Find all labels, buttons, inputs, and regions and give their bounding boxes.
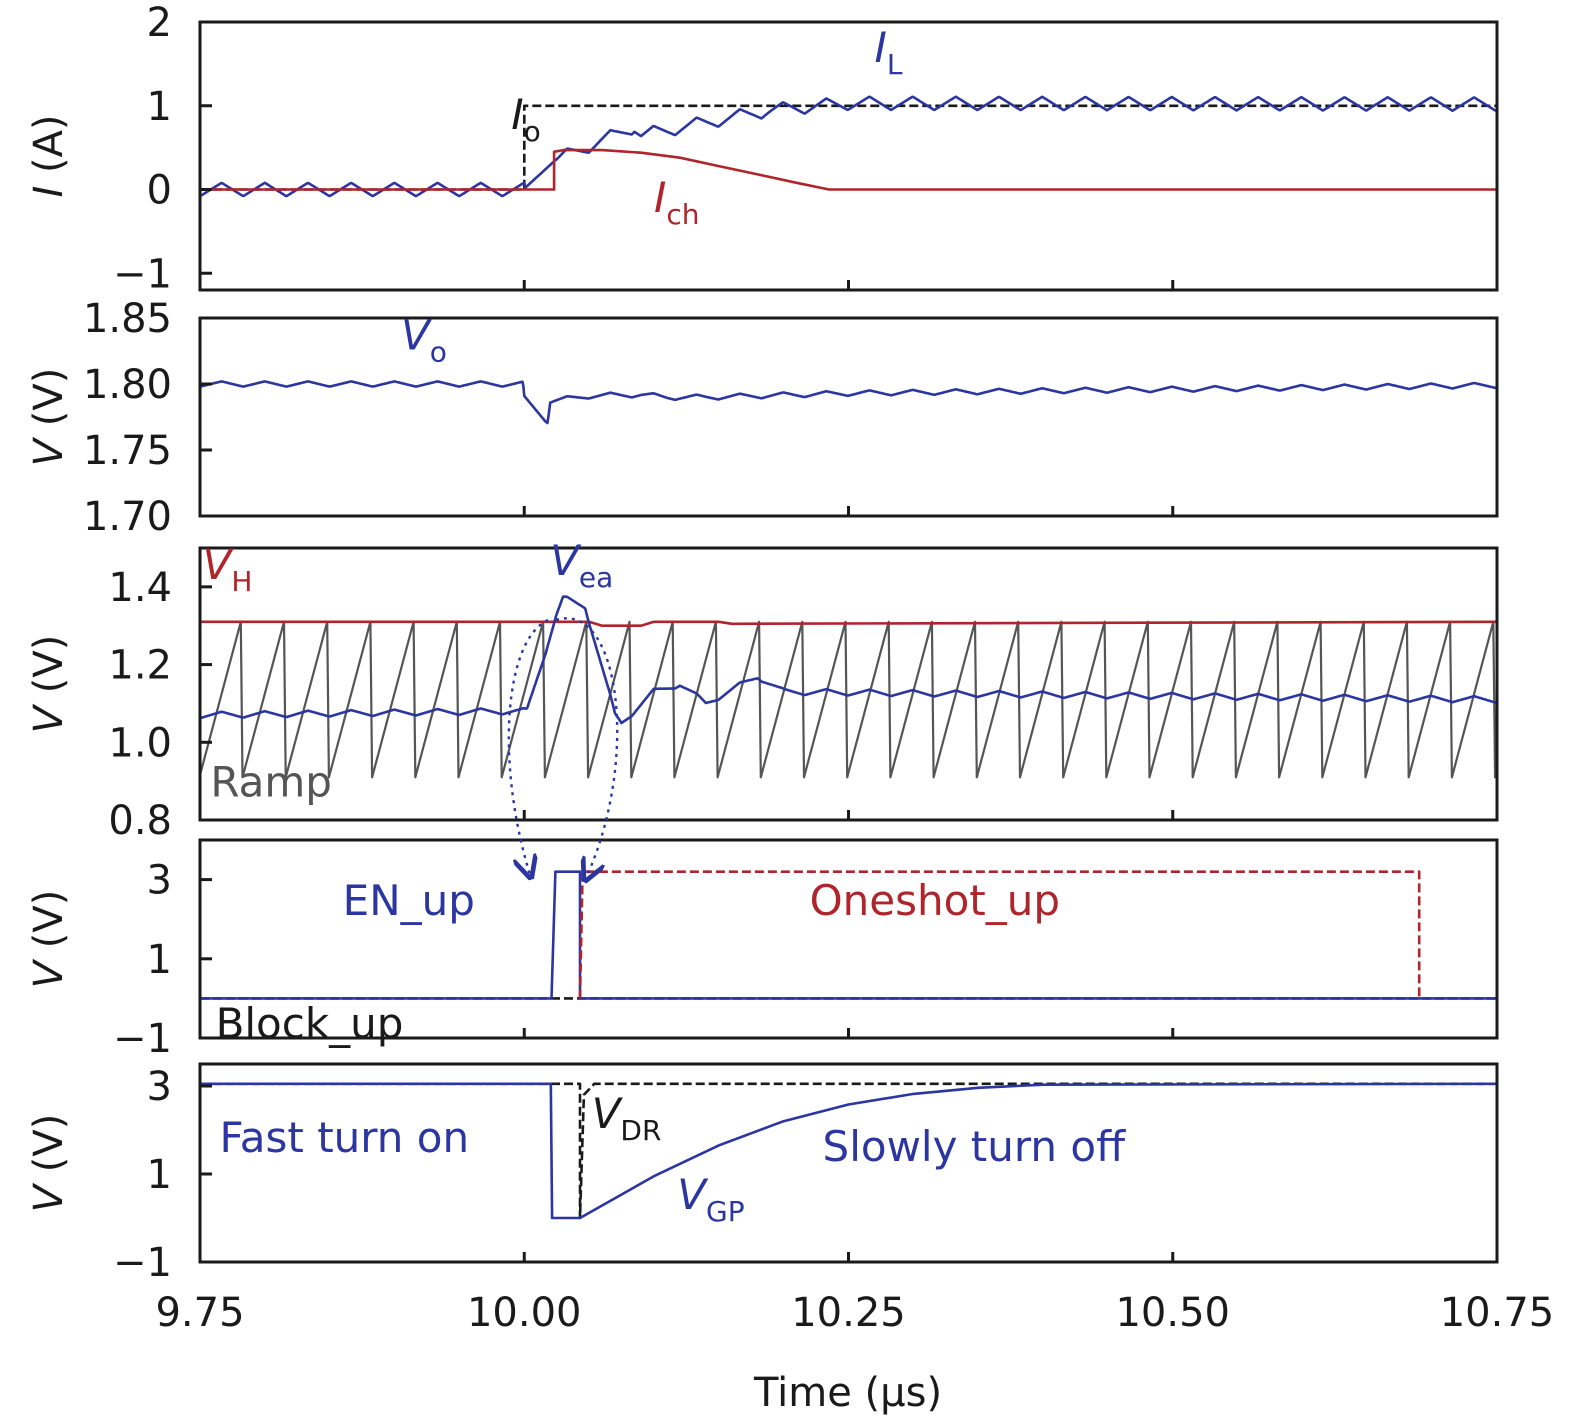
y-tick-label: 0.8: [108, 798, 172, 844]
annotation-slowly-turn-off: Slowly turn off: [823, 1122, 1127, 1171]
annotation-vgp: VGP: [677, 1170, 744, 1228]
annotation-vea: Vea: [550, 536, 613, 594]
series-i-l: [200, 95, 1497, 198]
series-group: [200, 870, 1497, 1000]
series-v-o: [200, 380, 1497, 425]
panel-5: 3 1 −1 V (V) Fast turn on VDR VGP Slowly turn o…: [26, 1062, 1499, 1286]
series-en-up: [200, 870, 1497, 1000]
annotation-en-up: EN_up: [343, 876, 475, 925]
series-i-o: [200, 104, 1497, 191]
annotation-ich: Ich: [654, 173, 700, 231]
y-tick-label: −1: [113, 251, 172, 297]
series-group: [200, 380, 1497, 425]
y-tick-label: 1.4: [108, 565, 172, 611]
x-axis: 9.75 10.00 10.25 10.50 10.75: [155, 1290, 1554, 1336]
y-tick-label: 1: [147, 84, 172, 130]
annotation-io: Io: [511, 90, 541, 148]
y-tick-label: 3: [147, 858, 172, 904]
y-axis-label: V (V): [26, 1114, 72, 1213]
x-tick-label: 10.50: [1115, 1290, 1230, 1336]
x-tick-label: 10.25: [791, 1290, 906, 1336]
arrow-left: [507, 618, 549, 875]
y-tick-label: 1.0: [108, 720, 172, 766]
y-axis-label: V (V): [26, 635, 72, 734]
y-tick-label: 1.70: [83, 494, 172, 540]
y-tick-label: 1: [147, 937, 172, 983]
y-tick-label: 1.85: [83, 296, 172, 342]
panel-frame: [198, 546, 1499, 822]
y-axis-label: V (V): [26, 890, 72, 989]
x-tick-label: 10.75: [1440, 1290, 1555, 1336]
annotation-il: IL: [874, 23, 902, 81]
series-group: [200, 95, 1497, 198]
y-tick-label: 3: [147, 1064, 172, 1110]
panel-4: 3 1 −1 V (V) EN_up Oneshot_up Block_up: [26, 838, 1499, 1062]
series-group: [200, 595, 1497, 779]
x-tick-label: 9.75: [155, 1290, 244, 1336]
annotation-oneshot-up: Oneshot_up: [810, 876, 1060, 925]
series-i-ch: [200, 148, 1497, 191]
panel-3: 1.4 1.2 1.0 0.8 V (V) VH Vea Ramp: [26, 536, 1499, 844]
annotation-ramp: Ramp: [210, 758, 332, 807]
panel-1: 2 1 0 −1 I (A) Io IL Ich: [26, 0, 1499, 297]
y-tick-label: 1.80: [83, 362, 172, 408]
annotation-fast-turn-on: Fast turn on: [219, 1113, 469, 1162]
x-axis-label: Time (μs): [753, 1370, 942, 1416]
series-group: [200, 1082, 1497, 1220]
annotation-block-up: Block_up: [216, 999, 404, 1048]
series-v-ea: [200, 595, 1497, 725]
y-tick-label: 0: [147, 168, 172, 214]
panel-frame: [198, 316, 1499, 518]
y-tick-label: 1.2: [108, 643, 172, 689]
y-tick-label: 1: [147, 1152, 172, 1198]
panel-2: 1.85 1.80 1.75 1.70V (V) Vo: [26, 296, 1499, 540]
y-tick-label: −1: [113, 1016, 172, 1062]
y-axis-label: I (A): [26, 114, 72, 197]
y-tick-label: −1: [113, 1240, 172, 1286]
annotation-vh: VH: [203, 540, 253, 598]
y-tick-label: 1.75: [83, 428, 172, 474]
y-axis-label: V (V): [26, 368, 72, 467]
x-tick-label: 10.00: [467, 1290, 582, 1336]
y-tick-label: 2: [147, 0, 172, 46]
annotation-vo: Vo: [401, 311, 447, 369]
annotation-vdr: VDR: [592, 1089, 662, 1147]
series-v-gp: [200, 1082, 1497, 1220]
series-v-h: [200, 620, 1497, 627]
panel-frame: [198, 20, 1499, 292]
